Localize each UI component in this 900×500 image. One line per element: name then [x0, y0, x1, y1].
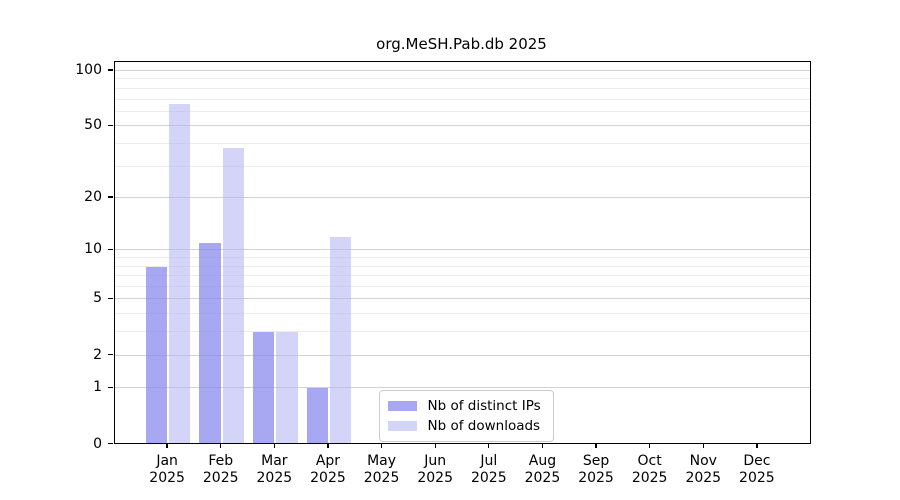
- gridline-minor-40: [114, 142, 810, 144]
- x-tick-mark-jun: [434, 443, 436, 448]
- y-tick-label-100: 100: [75, 62, 102, 78]
- x-tick-label-jan: Jan 2025: [140, 453, 194, 487]
- plot-area: Nb of distinct IPs Nb of downloads: [113, 61, 811, 444]
- gridline-minor-7: [114, 275, 810, 277]
- gridline-major-10: [114, 249, 810, 251]
- gridline-major-20: [114, 197, 810, 199]
- legend-item-downloads: Nb of downloads: [387, 418, 541, 434]
- chart-title: org.MeSH.Pab.db 2025: [376, 35, 547, 53]
- bar-distinct-ips-mar: [253, 332, 275, 444]
- x-tick-year-may: 2025: [363, 469, 400, 486]
- x-tick-label-feb: Feb 2025: [194, 453, 248, 487]
- y-tick-label-10: 10: [84, 241, 102, 258]
- bar-downloads-apr: [329, 236, 352, 444]
- gridline-major-5: [114, 298, 810, 300]
- y-tick-mark-100: [108, 69, 113, 71]
- x-tick-year-jun: 2025: [417, 469, 453, 486]
- x-tick-label-aug: Aug 2025: [515, 453, 569, 487]
- x-tick-mark-oct: [649, 443, 651, 448]
- x-tick-year-mar: 2025: [256, 469, 293, 486]
- bar-downloads-feb: [222, 148, 245, 444]
- y-tick-label-5: 5: [93, 290, 102, 307]
- gridline-minor-30: [114, 165, 810, 167]
- x-tick-mark-apr: [327, 443, 329, 448]
- x-tick-label-may: May 2025: [355, 453, 409, 487]
- gridline-minor-3: [114, 331, 810, 333]
- y-tick-label-2: 2: [93, 346, 102, 363]
- x-tick-year-dec: 2025: [739, 469, 775, 486]
- x-tick-year-feb: 2025: [202, 469, 239, 486]
- legend-label-downloads: Nb of downloads: [427, 418, 541, 434]
- y-tick-label-20: 20: [84, 189, 102, 206]
- bar-distinct-ips-apr: [306, 388, 329, 444]
- legend-swatch-downloads: [387, 421, 417, 431]
- x-tick-year-jul: 2025: [470, 469, 507, 486]
- x-tick-year-apr: 2025: [310, 469, 346, 486]
- bar-downloads-jan: [169, 104, 191, 444]
- x-tick-mark-feb: [220, 443, 222, 448]
- x-tick-mark-may: [380, 443, 383, 448]
- bar-distinct-ips-jan: [145, 266, 168, 444]
- x-tick-year-jan: 2025: [149, 469, 185, 486]
- x-tick-year-sep: 2025: [578, 469, 614, 486]
- y-tick-mark-10: [108, 248, 113, 251]
- y-tick-mark-2: [108, 353, 113, 356]
- gridline-major-100: [114, 70, 810, 71]
- legend: Nb of distinct IPs Nb of downloads: [378, 390, 554, 442]
- y-tick-label-0: 0: [93, 435, 102, 452]
- x-tick-label-oct: Oct 2025: [623, 453, 677, 487]
- x-tick-mark-nov: [702, 443, 704, 448]
- x-tick-label-jun: Jun 2025: [408, 453, 462, 487]
- x-tick-label-apr: Apr 2025: [301, 453, 355, 487]
- gridline-minor-80: [114, 87, 810, 89]
- y-tick-mark-1: [108, 386, 113, 389]
- x-tick-mark-sep: [595, 443, 597, 448]
- x-tick-label-sep: Sep 2025: [569, 453, 623, 487]
- gridline-minor-4: [114, 313, 810, 315]
- x-tick-year-oct: 2025: [631, 469, 668, 486]
- gridline-major-50: [114, 125, 810, 127]
- gridline-major-1: [114, 387, 810, 389]
- gridline-minor-9: [114, 257, 810, 259]
- x-tick-year-nov: 2025: [685, 469, 722, 486]
- legend-swatch-distinct-ips: [387, 401, 417, 411]
- y-tick-mark-5: [108, 297, 113, 300]
- y-tick-label-1: 1: [93, 379, 102, 396]
- x-tick-label-dec: Dec 2025: [730, 453, 784, 487]
- x-tick-mark-jan: [166, 443, 168, 448]
- y-tick-mark-20: [108, 196, 113, 198]
- x-tick-label-mar: Mar 2025: [247, 453, 301, 487]
- legend-item-distinct-ips: Nb of distinct IPs: [387, 398, 541, 414]
- x-tick-mark-jul: [488, 443, 490, 448]
- x-tick-year-aug: 2025: [524, 469, 561, 486]
- gridline-major-2: [114, 354, 810, 356]
- legend-label-distinct-ips: Nb of distinct IPs: [427, 398, 541, 414]
- gridline-minor-6: [114, 286, 810, 288]
- y-tick-mark-50: [108, 124, 113, 126]
- gridline-minor-8: [114, 265, 810, 267]
- gridline-minor-60: [114, 110, 810, 112]
- bar-distinct-ips-feb: [199, 243, 221, 444]
- x-tick-mark-mar: [273, 443, 275, 448]
- gridline-minor-70: [114, 98, 810, 100]
- x-tick-mark-aug: [541, 443, 544, 448]
- bar-downloads-mar: [276, 332, 298, 444]
- x-tick-label-nov: Nov 2025: [676, 453, 730, 487]
- y-tick-label-50: 50: [84, 117, 102, 134]
- y-tick-mark-0: [108, 442, 113, 445]
- x-tick-label-jul: Jul 2025: [462, 453, 516, 487]
- gridline-minor-90: [114, 78, 810, 80]
- x-tick-mark-dec: [756, 443, 758, 448]
